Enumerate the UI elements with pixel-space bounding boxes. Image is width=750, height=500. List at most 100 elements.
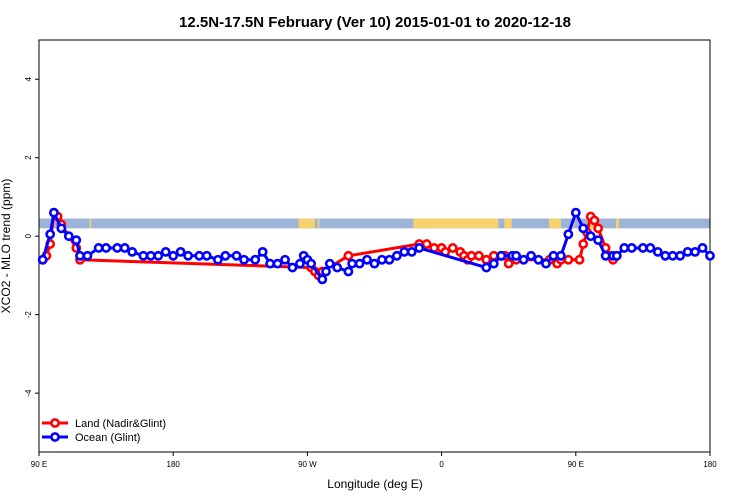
data-point — [220, 250, 231, 261]
data-point — [347, 258, 358, 269]
data-point — [526, 250, 536, 261]
x-tick-label: 90 E — [568, 460, 584, 469]
data-point — [578, 223, 589, 234]
land-segment — [317, 218, 320, 229]
data-point — [414, 243, 425, 253]
land-segment — [616, 218, 620, 229]
legend-label: Land (Nadir&Glint) — [75, 418, 166, 430]
data-point — [399, 246, 410, 257]
data-point — [369, 258, 380, 269]
data-point — [183, 250, 194, 261]
data-point — [362, 254, 372, 265]
data-point — [257, 246, 268, 257]
data-point — [213, 254, 223, 265]
y-tick-label: -4 — [24, 389, 33, 397]
data-point — [548, 250, 559, 261]
land-segment — [504, 218, 512, 229]
data-point — [45, 229, 56, 240]
land-segment — [413, 218, 499, 229]
data-point — [421, 239, 432, 249]
legend-swatch-marker — [50, 432, 60, 442]
data-point — [447, 243, 458, 253]
data-point — [354, 258, 365, 269]
data-point — [503, 258, 514, 269]
data-point — [555, 250, 566, 261]
x-tick-label: 180 — [167, 460, 181, 469]
data-point — [481, 262, 492, 273]
data-point — [145, 250, 156, 261]
chart-title: 12.5N-17.5N February (Ver 10) 2015-01-01… — [179, 14, 571, 31]
data-point — [593, 223, 604, 234]
data-point — [49, 207, 59, 218]
data-point — [317, 274, 328, 285]
data-point — [37, 254, 48, 265]
data-point — [127, 246, 138, 257]
data-point — [574, 254, 585, 265]
data-point — [324, 258, 335, 269]
data-point — [667, 250, 678, 261]
data-point — [295, 258, 305, 269]
data-point — [239, 254, 249, 265]
data-point — [533, 254, 544, 265]
data-point — [473, 250, 484, 261]
land-segment — [298, 218, 315, 229]
data-point — [332, 262, 343, 273]
data-point — [511, 250, 522, 261]
data-point — [496, 250, 507, 261]
data-point — [638, 243, 648, 253]
series-layer — [37, 207, 715, 285]
data-point — [321, 266, 331, 277]
data-point — [63, 231, 74, 242]
data-point — [265, 258, 276, 269]
x-tick-label: 0 — [439, 460, 444, 469]
data-point — [645, 243, 656, 253]
data-point — [563, 254, 574, 265]
data-point — [406, 246, 417, 257]
data-point — [518, 254, 529, 265]
axes: 90 E 180 90 W 0 90 E 180 -4 -2 0 2 4 — [24, 76, 717, 469]
data-point — [75, 250, 85, 261]
x-tick-label: 90 E — [31, 460, 47, 469]
land-segment — [89, 218, 92, 229]
data-point — [250, 254, 261, 265]
data-point — [690, 246, 700, 257]
data-point — [280, 254, 290, 265]
legend: Land (Nadir&Glint) Ocean (Glint) — [42, 418, 166, 444]
legend-label: Ocean (Glint) — [75, 432, 140, 444]
data-point — [488, 258, 499, 269]
y-tick-label: -2 — [24, 311, 33, 319]
data-point — [697, 243, 708, 253]
y-tick-label: 0 — [24, 233, 33, 238]
data-point — [343, 250, 354, 261]
legend-item: Ocean (Glint) — [42, 432, 140, 444]
data-point — [619, 243, 630, 253]
data-point — [71, 235, 82, 246]
data-point — [682, 246, 693, 257]
data-point — [175, 246, 186, 257]
legend-swatch-marker — [50, 418, 60, 428]
land-sea-band — [39, 218, 710, 229]
data-point — [391, 250, 402, 261]
y-axis-label: XCO2 - MLO trend (ppm) — [0, 179, 13, 314]
ocean-band — [39, 218, 710, 229]
data-point — [675, 250, 686, 261]
data-point — [611, 250, 622, 261]
data-point — [600, 250, 611, 261]
data-point — [82, 250, 93, 261]
data-point — [93, 243, 104, 253]
data-point — [377, 254, 387, 265]
data-point — [481, 254, 492, 265]
data-point — [343, 266, 354, 277]
x-tick-label: 180 — [703, 460, 717, 469]
data-point — [306, 258, 317, 269]
data-point — [578, 239, 589, 249]
legend-item: Land (Nadir&Glint) — [42, 418, 166, 430]
data-point — [153, 250, 164, 261]
data-point — [705, 250, 715, 261]
data-point — [194, 250, 205, 261]
y-tick-label: 4 — [24, 76, 33, 81]
data-point — [138, 250, 149, 261]
data-point — [626, 243, 637, 253]
y-tick-label: 2 — [24, 155, 33, 160]
